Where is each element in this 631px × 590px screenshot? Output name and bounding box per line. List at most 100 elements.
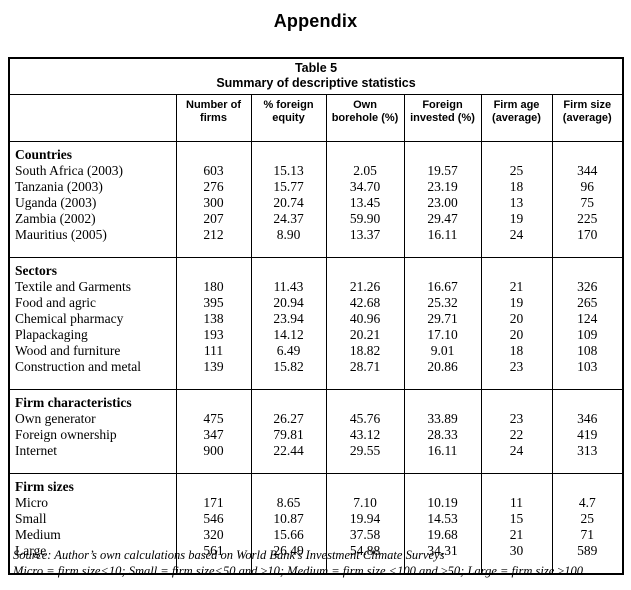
empty-cell — [403, 257, 482, 279]
cell-value: 11.43 — [250, 279, 327, 295]
empty-cell — [480, 389, 553, 411]
cell-value: 193 — [175, 327, 252, 343]
cell-value: 34.70 — [325, 179, 405, 195]
table-row: Wood and furniture 111 6.49 18.82 9.01 18 108 — [9, 343, 624, 359]
table-section: Firm characteristics Own generator 475 26.2… — [9, 389, 624, 474]
empty-cell — [325, 389, 405, 411]
cell-value: 43.12 — [325, 427, 405, 443]
section-label: Firm sizes — [9, 473, 177, 495]
table-footnotes: Source: Author’s own calculations based … — [13, 548, 623, 579]
cell-value: 9.01 — [403, 343, 482, 359]
empty-cell — [480, 473, 553, 495]
table-row: Uganda (2003) 300 20.74 13.45 23.00 13 75 — [9, 195, 624, 211]
cell-value: 320 — [175, 527, 252, 543]
cell-value: 26.27 — [250, 411, 327, 427]
cell-value: 419 — [551, 427, 624, 443]
table-row: Plapackaging 193 14.12 20.21 17.10 20 109 — [9, 327, 624, 343]
cell-value: 19 — [480, 211, 553, 227]
cell-value: 108 — [551, 343, 624, 359]
cell-value: 23 — [480, 359, 553, 390]
cell-value: 37.58 — [325, 527, 405, 543]
cell-value: 22 — [480, 427, 553, 443]
empty-cell — [175, 257, 252, 279]
table-row: Internet 900 22.44 29.55 16.11 24 313 — [9, 443, 624, 474]
table-row: Tanzania (2003) 276 15.77 34.70 23.19 18 96 — [9, 179, 624, 195]
cell-value: 2.05 — [325, 163, 405, 179]
cell-value: 4.7 — [551, 495, 624, 511]
cell-value: 25 — [480, 163, 553, 179]
cell-value: 23 — [480, 411, 553, 427]
table-section: Firm sizes Micro 171 8.65 7.10 10.19 11 4.7 Smal… — [9, 473, 624, 574]
cell-value: 20 — [480, 311, 553, 327]
cell-value: 11 — [480, 495, 553, 511]
row-label: Medium — [9, 527, 177, 543]
row-label: Plapackaging — [9, 327, 177, 343]
cell-value: 26.49 — [250, 543, 327, 574]
cell-value: 225 — [551, 211, 624, 227]
cell-value: 344 — [551, 163, 624, 179]
cell-value: 42.68 — [325, 295, 405, 311]
column-header-firm-size: Firm size (average) — [551, 94, 624, 142]
cell-value: 139 — [175, 359, 252, 390]
cell-value: 546 — [175, 511, 252, 527]
cell-value: 75 — [551, 195, 624, 211]
empty-cell — [325, 257, 405, 279]
definition-note: Micro = firm size<10; Small = firm size<… — [13, 563, 584, 578]
caption-row: Table 5 Summary of descriptive statistic… — [9, 58, 624, 95]
column-header-firm-age: Firm age (average) — [480, 94, 553, 142]
corner-cell — [9, 94, 177, 142]
column-header-foreign-invested: Foreign invested (%) — [403, 94, 482, 142]
cell-value: 19.57 — [403, 163, 482, 179]
row-label: Food and agric — [9, 295, 177, 311]
cell-value: 103 — [551, 359, 624, 390]
empty-cell — [480, 141, 553, 163]
cell-value: 13.37 — [325, 227, 405, 258]
cell-value: 15.66 — [250, 527, 327, 543]
cell-value: 17.10 — [403, 327, 482, 343]
row-label: Construction and metal — [9, 359, 177, 390]
cell-value: 6.49 — [250, 343, 327, 359]
cell-value: 313 — [551, 443, 624, 474]
row-label: Zambia (2002) — [9, 211, 177, 227]
empty-cell — [175, 389, 252, 411]
cell-value: 28.71 — [325, 359, 405, 390]
cell-value: 19.94 — [325, 511, 405, 527]
cell-value: 29.47 — [403, 211, 482, 227]
row-label: Tanzania (2003) — [9, 179, 177, 195]
cell-value: 14.12 — [250, 327, 327, 343]
column-header-foreign-equity: % foreign equity — [250, 94, 327, 142]
table-section: Sectors Textile and Garments 180 11.43 21.26… — [9, 257, 624, 390]
cell-value: 475 — [175, 411, 252, 427]
table-row: Zambia (2002) 207 24.37 59.90 29.47 19 225 — [9, 211, 624, 227]
cell-value: 29.55 — [325, 443, 405, 474]
table-number: Table 5 — [294, 61, 338, 75]
row-label: Wood and furniture — [9, 343, 177, 359]
cell-value: 18.82 — [325, 343, 405, 359]
cell-value: 23.94 — [250, 311, 327, 327]
cell-value: 8.65 — [250, 495, 327, 511]
cell-value: 109 — [551, 327, 624, 343]
cell-value: 79.81 — [250, 427, 327, 443]
column-header-row: Number of firms % foreign equity Own bor… — [9, 94, 624, 142]
empty-cell — [551, 389, 624, 411]
section-header-row: Countries — [9, 141, 624, 163]
cell-value: 30 — [480, 543, 553, 574]
cell-value: 59.90 — [325, 211, 405, 227]
cell-value: 96 — [551, 179, 624, 195]
cell-value: 207 — [175, 211, 252, 227]
cell-value: 24 — [480, 227, 553, 258]
section-header-row: Sectors — [9, 257, 624, 279]
cell-value: 589 — [551, 543, 624, 574]
row-label: Chemical pharmacy — [9, 311, 177, 327]
empty-cell — [403, 389, 482, 411]
row-label: South Africa (2003) — [9, 163, 177, 179]
cell-value: 16.11 — [403, 443, 482, 474]
table-row: Own generator 475 26.27 45.76 33.89 23 346 — [9, 411, 624, 427]
cell-value: 326 — [551, 279, 624, 295]
section-header-row: Firm characteristics — [9, 389, 624, 411]
empty-cell — [250, 389, 327, 411]
cell-value: 15.13 — [250, 163, 327, 179]
table-row: Medium 320 15.66 37.58 19.68 21 71 — [9, 527, 624, 543]
cell-value: 170 — [551, 227, 624, 258]
section-label: Countries — [9, 141, 177, 163]
